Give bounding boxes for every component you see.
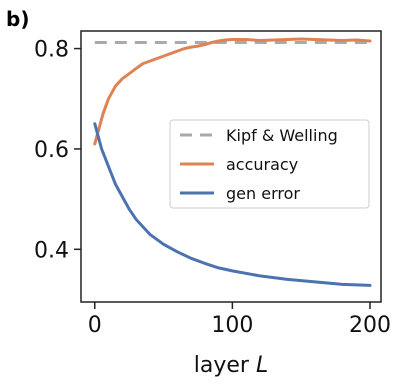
series-layer (93, 37, 372, 287)
y-tick-label: 0.4 (34, 238, 69, 263)
legend-label-accuracy: accuracy (226, 155, 298, 174)
legend-label-gen-error: gen error (226, 184, 300, 203)
x-tick-label: 200 (349, 313, 391, 338)
x-axis: 0 100 200 (88, 302, 391, 338)
x-tick-label: 100 (211, 313, 253, 338)
panel-label: b) (6, 7, 29, 31)
legend: Kipf & Welling accuracy gen error (169, 119, 370, 209)
x-axis-label-prefix: layer (194, 353, 256, 378)
legend-label-kipf-welling: Kipf & Welling (226, 126, 338, 145)
plot-frame (80, 30, 382, 303)
x-tick-label: 0 (88, 313, 102, 338)
x-axis-label: layer L (194, 353, 268, 378)
series-line-accuracy (93, 37, 372, 146)
y-axis: 0.4 0.6 0.8 (34, 38, 81, 263)
legend-box (169, 119, 370, 209)
y-tick-label: 0.8 (34, 38, 69, 63)
series-line-gen-error (93, 122, 372, 287)
y-tick-label: 0.6 (34, 138, 69, 163)
x-axis-label-variable: L (256, 353, 268, 378)
